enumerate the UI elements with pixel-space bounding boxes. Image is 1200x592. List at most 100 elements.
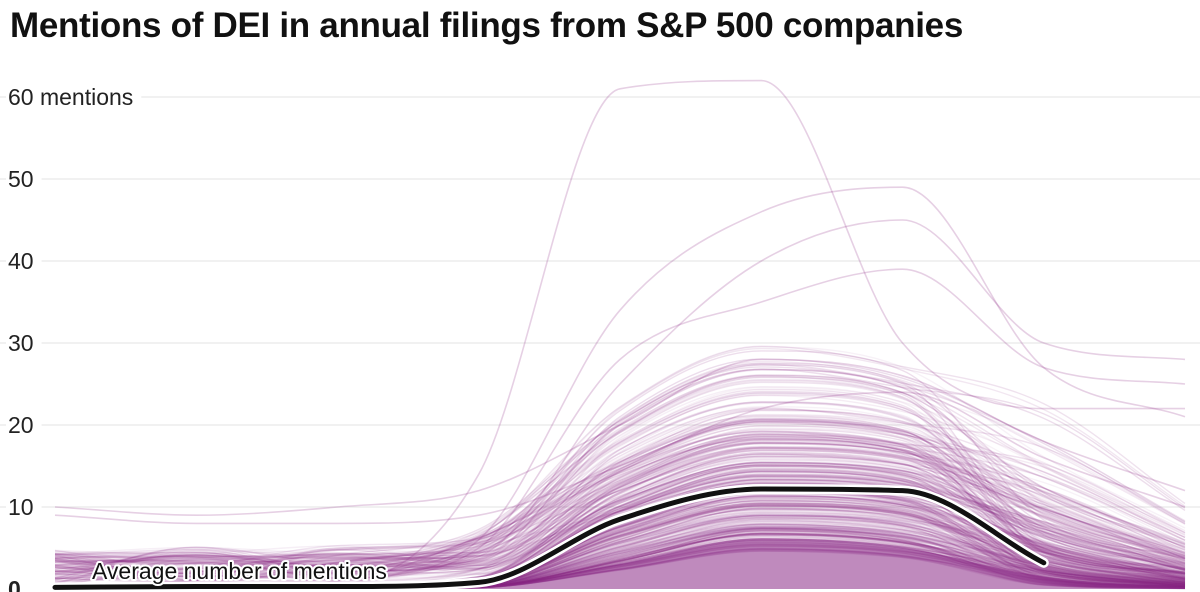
company-line [54,434,1186,574]
company-line [54,385,1186,569]
company-line [54,478,1186,574]
y-tick-label-backing-40 [6,248,42,274]
company-line [54,421,1186,573]
company-line [54,374,1186,564]
company-line [54,368,1186,583]
company-line [54,386,1186,572]
company-line [54,442,1186,587]
company-line [54,401,1186,578]
company-line [54,419,1186,579]
company-line [54,437,1186,578]
company-line [54,446,1186,575]
company-line [54,446,1186,581]
company-line [54,453,1186,579]
company-line [54,417,1186,585]
company-line [54,378,1186,574]
company-line [54,419,1186,583]
company-line [54,441,1186,575]
company-line [54,435,1186,571]
company-line [54,402,1186,576]
company-line [54,432,1186,583]
company-line [54,360,1186,563]
company-line [54,455,1186,582]
y-tick-label-20: 20 [8,412,34,438]
company-line [54,363,1186,575]
company-line [54,420,1186,572]
company-line [54,391,1186,565]
company-line [54,350,1186,572]
company-line [54,419,1186,575]
company-line [54,405,1186,584]
company-line [54,416,1186,570]
company-line [54,447,1186,576]
y-tick-label-40: 40 [8,248,34,274]
company-line [54,425,1186,582]
company-line [54,346,1186,556]
company-line [54,441,1186,578]
company-line [54,477,1186,585]
company-line [54,415,1186,582]
company-line [54,430,1186,571]
company-line-outlier-5 [54,358,1186,517]
company-line [54,407,1186,573]
company-line-outlier-6 [54,391,1186,525]
company-line [54,425,1186,585]
company-line [54,472,1186,576]
y-tick-label-backing-10 [6,494,42,520]
company-line [54,375,1186,576]
average-line-group [50,483,1049,592]
company-line [54,430,1186,580]
y-tick-label-backing-30 [6,330,42,356]
y-tick-label-backing-50 [6,166,42,192]
company-line [54,438,1186,569]
company-line [54,423,1186,586]
company-line [54,375,1186,577]
company-line [54,455,1186,566]
company-line [54,431,1186,578]
company-line [54,429,1186,577]
chart-title: Mentions of DEI in annual filings from S… [10,6,963,45]
company-line [54,423,1186,578]
company-line [54,362,1186,555]
company-line [54,401,1186,574]
company-line [54,442,1186,574]
company-line [54,364,1186,575]
average-line [52,486,1047,590]
company-line [54,388,1186,580]
company-line [54,443,1186,581]
company-line [54,401,1186,584]
company-line [54,449,1186,582]
company-line [54,435,1186,579]
company-line [54,413,1186,569]
company-line [54,447,1186,584]
company-line [54,347,1186,571]
company-line [54,433,1186,567]
company-line [54,476,1186,579]
company-line [54,409,1186,581]
company-line [54,455,1186,571]
company-line [54,368,1186,568]
company-line [54,422,1186,578]
y-tick-label-backing-60 [6,84,142,110]
company-line [54,465,1186,588]
company-lines-dense-base [55,539,1185,589]
company-line [54,428,1186,585]
company-line [54,435,1186,579]
company-line [54,394,1186,576]
company-line [54,441,1186,560]
company-line [54,433,1186,579]
company-line [54,417,1186,578]
company-line [54,394,1186,575]
company-line [54,420,1186,584]
company-line [54,469,1186,585]
company-line [54,445,1186,585]
company-line [54,392,1186,580]
company-line [54,369,1186,574]
company-line [54,418,1186,587]
y-axis-tick-labels: 60 mentions 50 40 30 20 10 0 [6,84,142,592]
average-line-annotation: Average number of mentions [92,558,387,584]
company-lines [54,79,1186,590]
company-line [54,433,1186,567]
company-line [54,464,1186,574]
